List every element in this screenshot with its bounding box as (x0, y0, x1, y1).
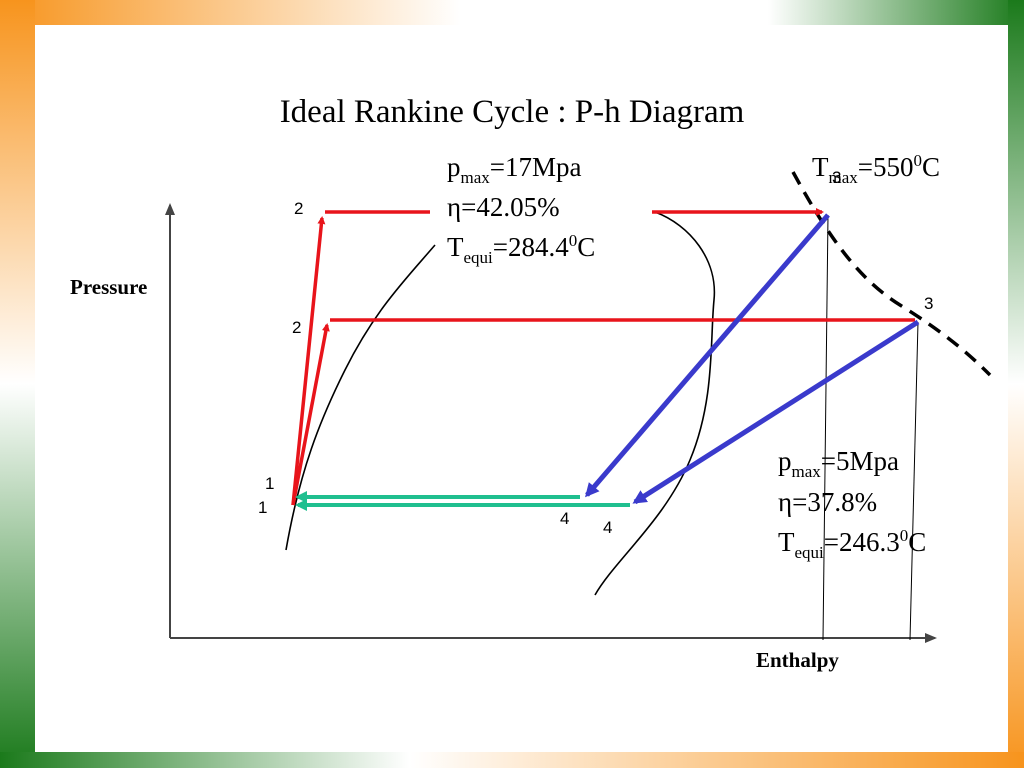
point-label: 3 (924, 294, 933, 313)
pump-and-boiler-lines (291, 208, 915, 506)
point-label: 2 (292, 318, 301, 337)
title: Ideal Rankine Cycle : P-h Diagram (280, 94, 745, 130)
point-label: 3 (832, 168, 841, 187)
tequi-label: Tequi=246.30C (778, 526, 926, 562)
drop-lines (822, 214, 919, 641)
point-label: 4 (603, 518, 612, 537)
y-axis-label: Pressure (70, 275, 147, 299)
tmax-label: Tmax=5500C (812, 151, 940, 187)
saturation-dome (285, 211, 716, 596)
point-label: 4 (560, 509, 569, 528)
point-label: 2 (294, 199, 303, 218)
efficiency-label: η=37.8% (778, 487, 877, 517)
point-label: 1 (258, 498, 267, 517)
low-pressure-annotation: pmax=5Mpa η=37.8% Tequi=246.30C (778, 446, 926, 562)
condenser-lines (295, 491, 630, 511)
pmax-label: pmax=5Mpa (778, 446, 899, 481)
axes (165, 203, 937, 643)
high-pressure-annotation: pmax=17Mpa η=42.05% Tequi=284.40C (447, 152, 595, 267)
x-axis-label: Enthalpy (756, 648, 839, 672)
point-labels: 2 2 3 3 1 1 4 4 (258, 168, 933, 537)
efficiency-label: η=42.05% (447, 192, 560, 222)
point-label: 1 (265, 474, 274, 493)
pmax-label: pmax=17Mpa (447, 152, 582, 187)
turbine-lines (585, 213, 920, 505)
tequi-label: Tequi=284.40C (447, 231, 595, 267)
